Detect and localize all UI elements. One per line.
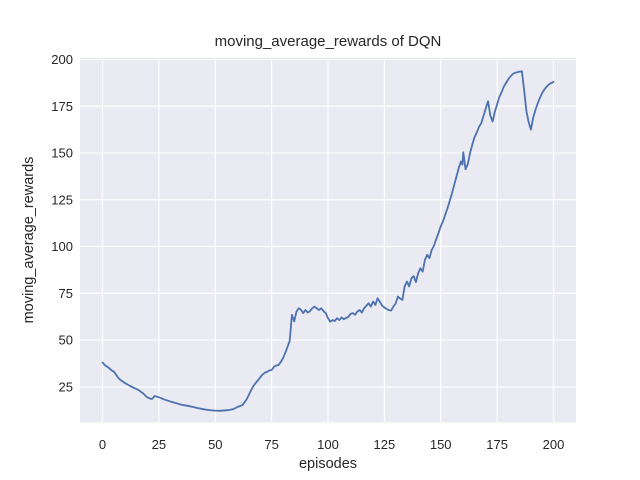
- y-tick-label: 25: [59, 380, 73, 395]
- y-tick-label: 50: [59, 333, 73, 348]
- y-tick-label: 175: [51, 99, 73, 114]
- y-axis-tick-labels: 25 50 75 100 125 150 175 200: [51, 52, 73, 394]
- y-tick-label: 125: [51, 192, 73, 207]
- y-axis-label: moving_average_rewards: [21, 157, 37, 324]
- x-axis-label: episodes: [299, 456, 357, 472]
- y-tick-label: 150: [51, 146, 73, 161]
- gridlines: [80, 57, 576, 423]
- x-tick-label: 0: [99, 437, 106, 452]
- y-tick-label: 75: [59, 286, 73, 301]
- chart-title: moving_average_rewards of DQN: [215, 33, 442, 50]
- x-tick-label: 75: [264, 437, 278, 452]
- x-tick-label: 150: [430, 437, 452, 452]
- x-tick-label: 125: [374, 437, 396, 452]
- x-tick-label: 50: [208, 437, 222, 452]
- reward-line-series: [101, 70, 555, 412]
- x-tick-label: 100: [317, 437, 339, 452]
- x-tick-label: 25: [152, 437, 166, 452]
- y-tick-label: 200: [51, 52, 73, 67]
- x-axis-tick-labels: 0 25 50 75 100 125 150 175 200: [99, 437, 564, 452]
- x-tick-label: 200: [543, 437, 565, 452]
- x-tick-label: 175: [486, 437, 508, 452]
- y-tick-label: 100: [51, 239, 73, 254]
